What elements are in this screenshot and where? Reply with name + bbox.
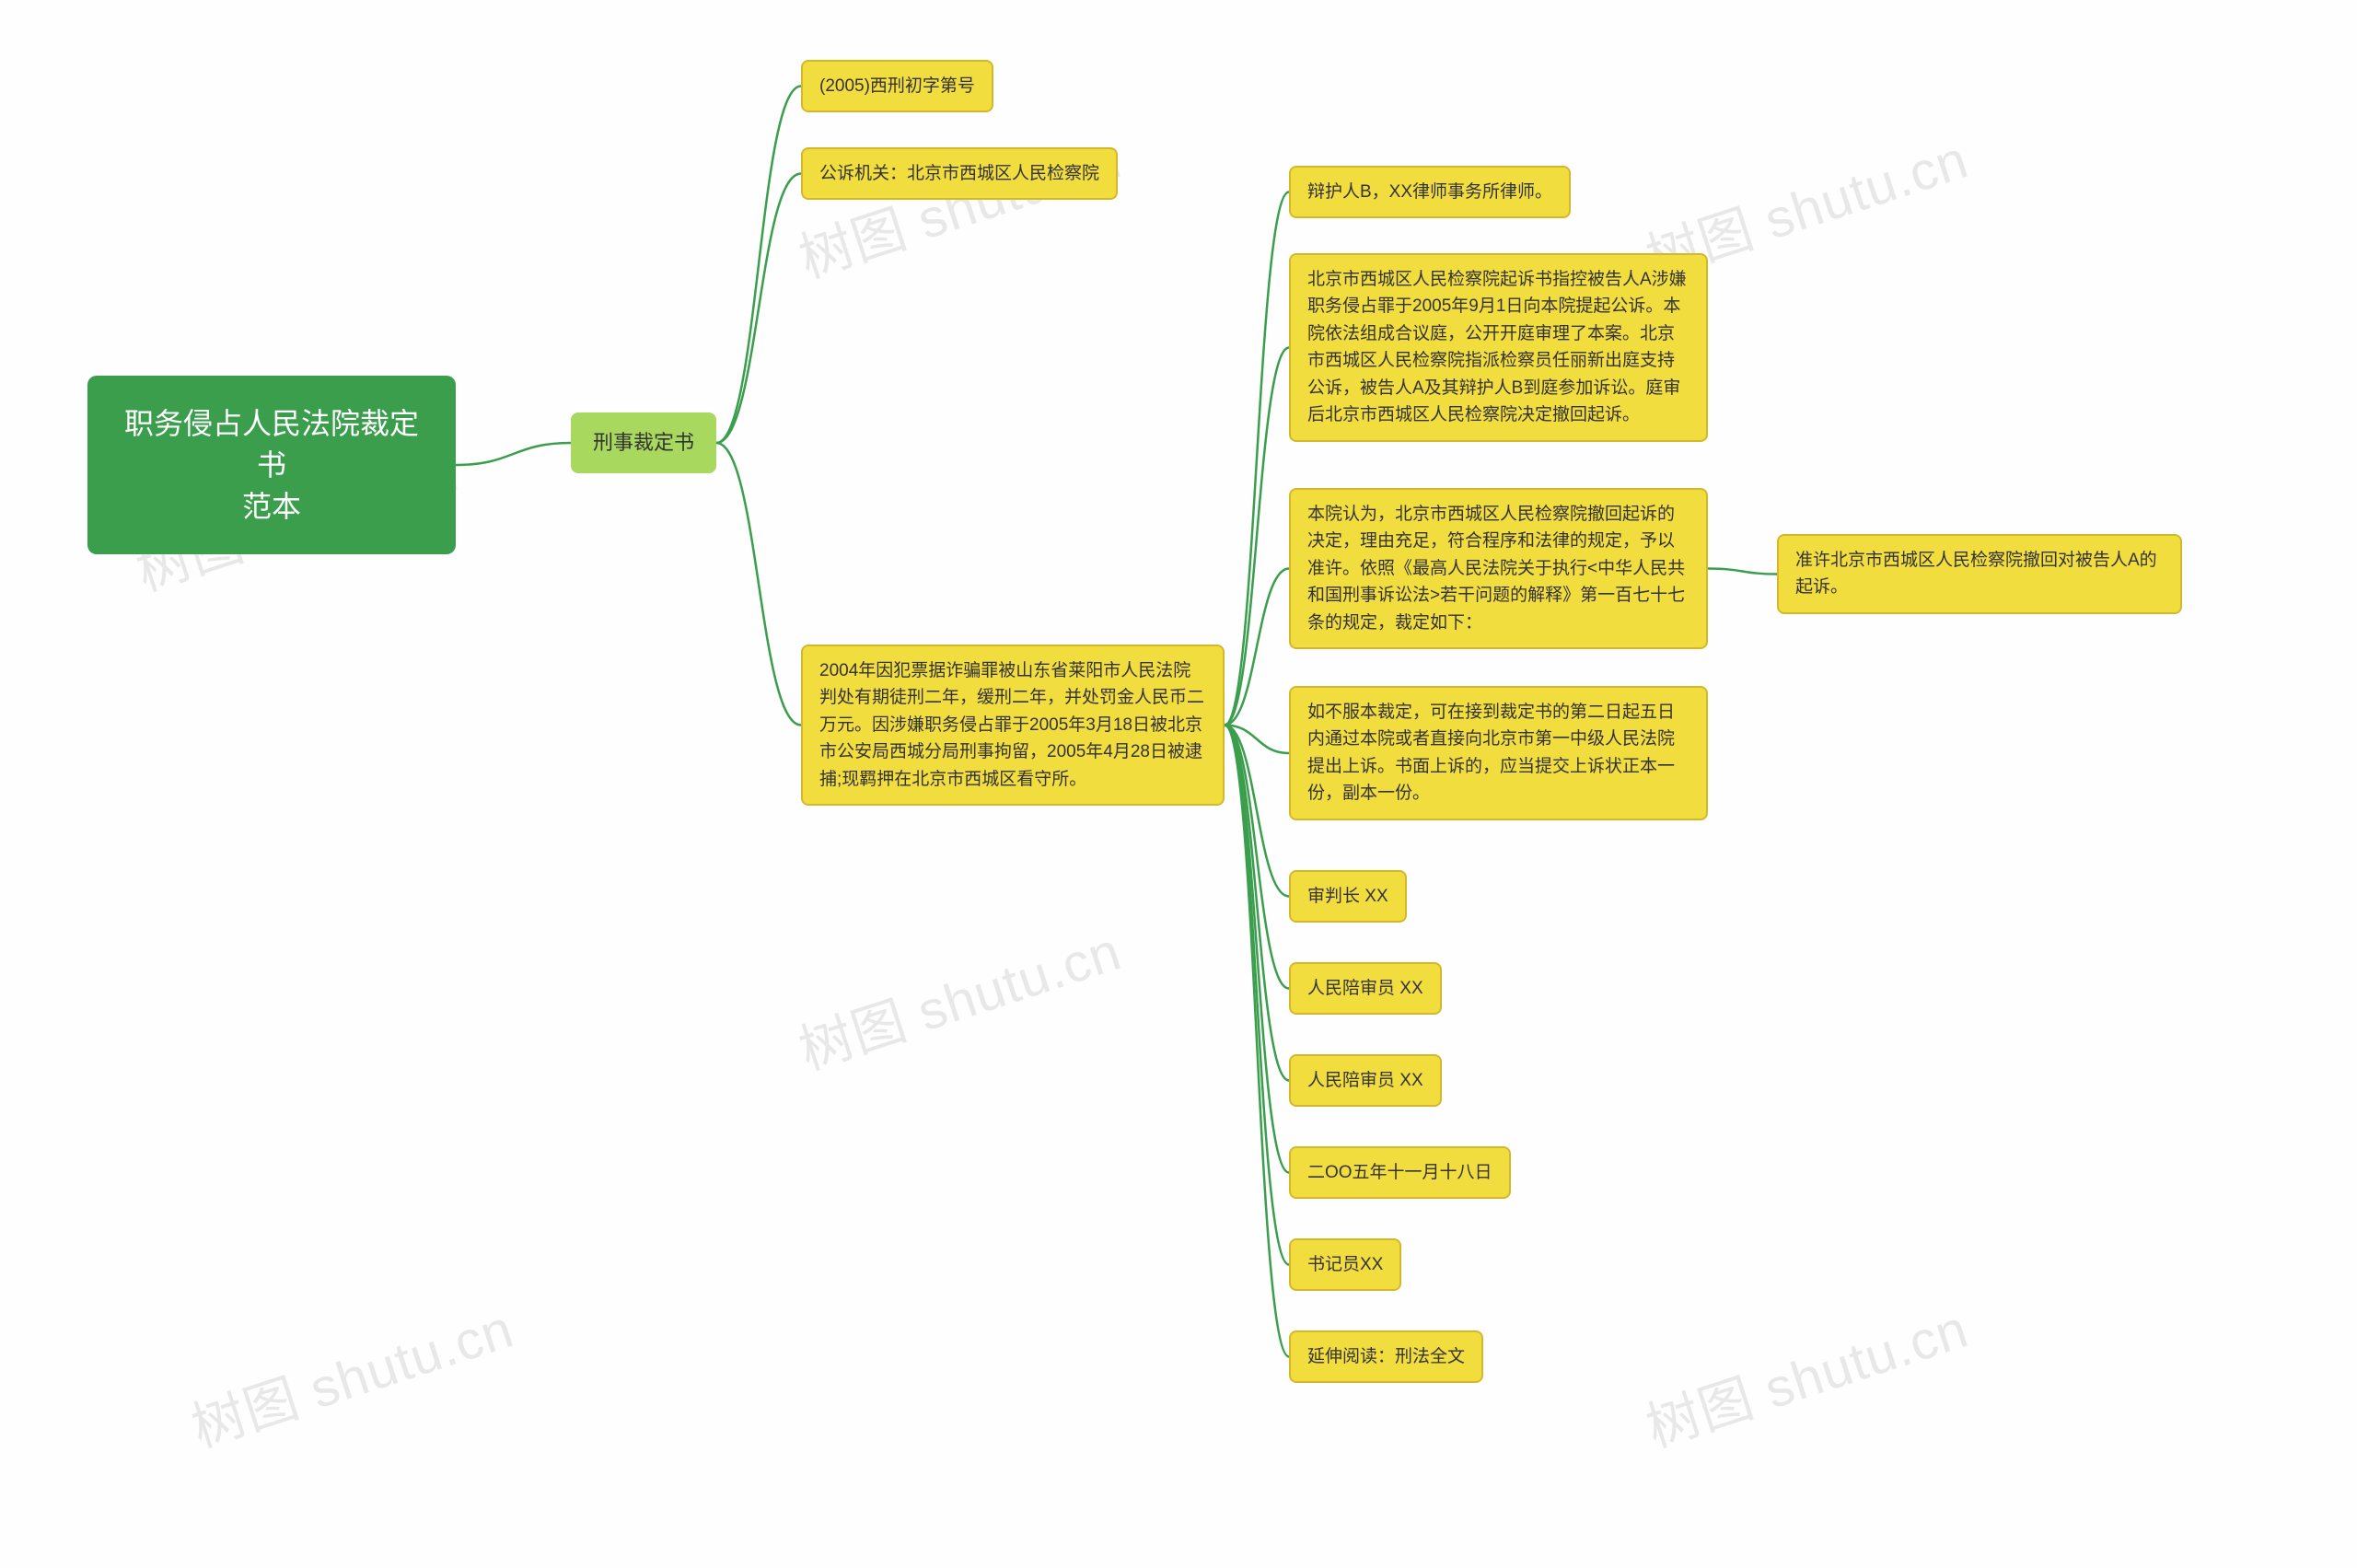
leaf-juror2[interactable]: 人民陪审员 XX bbox=[1289, 1054, 1442, 1107]
leaf-juror1[interactable]: 人民陪审员 XX bbox=[1289, 962, 1442, 1015]
leaf-indictment[interactable]: 北京市西城区人民检察院起诉书指控被告人A涉嫌职务侵占罪于2005年9月1日向本院… bbox=[1289, 253, 1708, 442]
leaf-ruling-result[interactable]: 准许北京市西城区人民检察院撤回对被告人A的起诉。 bbox=[1777, 534, 2182, 614]
watermark: 树图 shutu.cn bbox=[180, 1285, 522, 1462]
leaf-clerk[interactable]: 书记员XX bbox=[1289, 1238, 1401, 1291]
root-node[interactable]: 职务侵占人民法院裁定书 范本 bbox=[87, 376, 456, 554]
leaf-case-number[interactable]: (2005)西刑初字第号 bbox=[801, 60, 993, 112]
watermark: 树图 shutu.cn bbox=[788, 116, 1130, 293]
leaf-date[interactable]: 二OO五年十一月十八日 bbox=[1289, 1146, 1511, 1199]
leaf-judge[interactable]: 审判长 XX bbox=[1289, 870, 1407, 923]
root-line1: 职务侵占人民法院裁定书 bbox=[124, 407, 419, 482]
leaf-prosecutor[interactable]: 公诉机关：北京市西城区人民检察院 bbox=[801, 147, 1118, 200]
leaf-background[interactable]: 2004年因犯票据诈骗罪被山东省莱阳市人民法院判处有期徒刑二年，缓刑二年，并处罚… bbox=[801, 645, 1225, 806]
watermark: 树图 shutu.cn bbox=[1635, 1285, 1977, 1462]
root-line2: 范本 bbox=[242, 490, 301, 523]
leaf-extended[interactable]: 延伸阅读：刑法全文 bbox=[1289, 1330, 1483, 1383]
leaf-defender[interactable]: 辩护人B，XX律师事务所律师。 bbox=[1289, 166, 1571, 218]
leaf-ruling-basis[interactable]: 本院认为，北京市西城区人民检察院撤回起诉的决定，理由充足，符合程序和法律的规定，… bbox=[1289, 488, 1708, 649]
leaf-appeal[interactable]: 如不服本裁定，可在接到裁定书的第二日起五日内通过本院或者直接向北京市第一中级人民… bbox=[1289, 686, 1708, 820]
mindmap-canvas: 树图 shutu.cn 树图 shutu.cn 树图 shutu.cn 树图 s… bbox=[0, 0, 2357, 1568]
watermark: 树图 shutu.cn bbox=[788, 908, 1130, 1085]
level1-node[interactable]: 刑事裁定书 bbox=[571, 412, 716, 473]
